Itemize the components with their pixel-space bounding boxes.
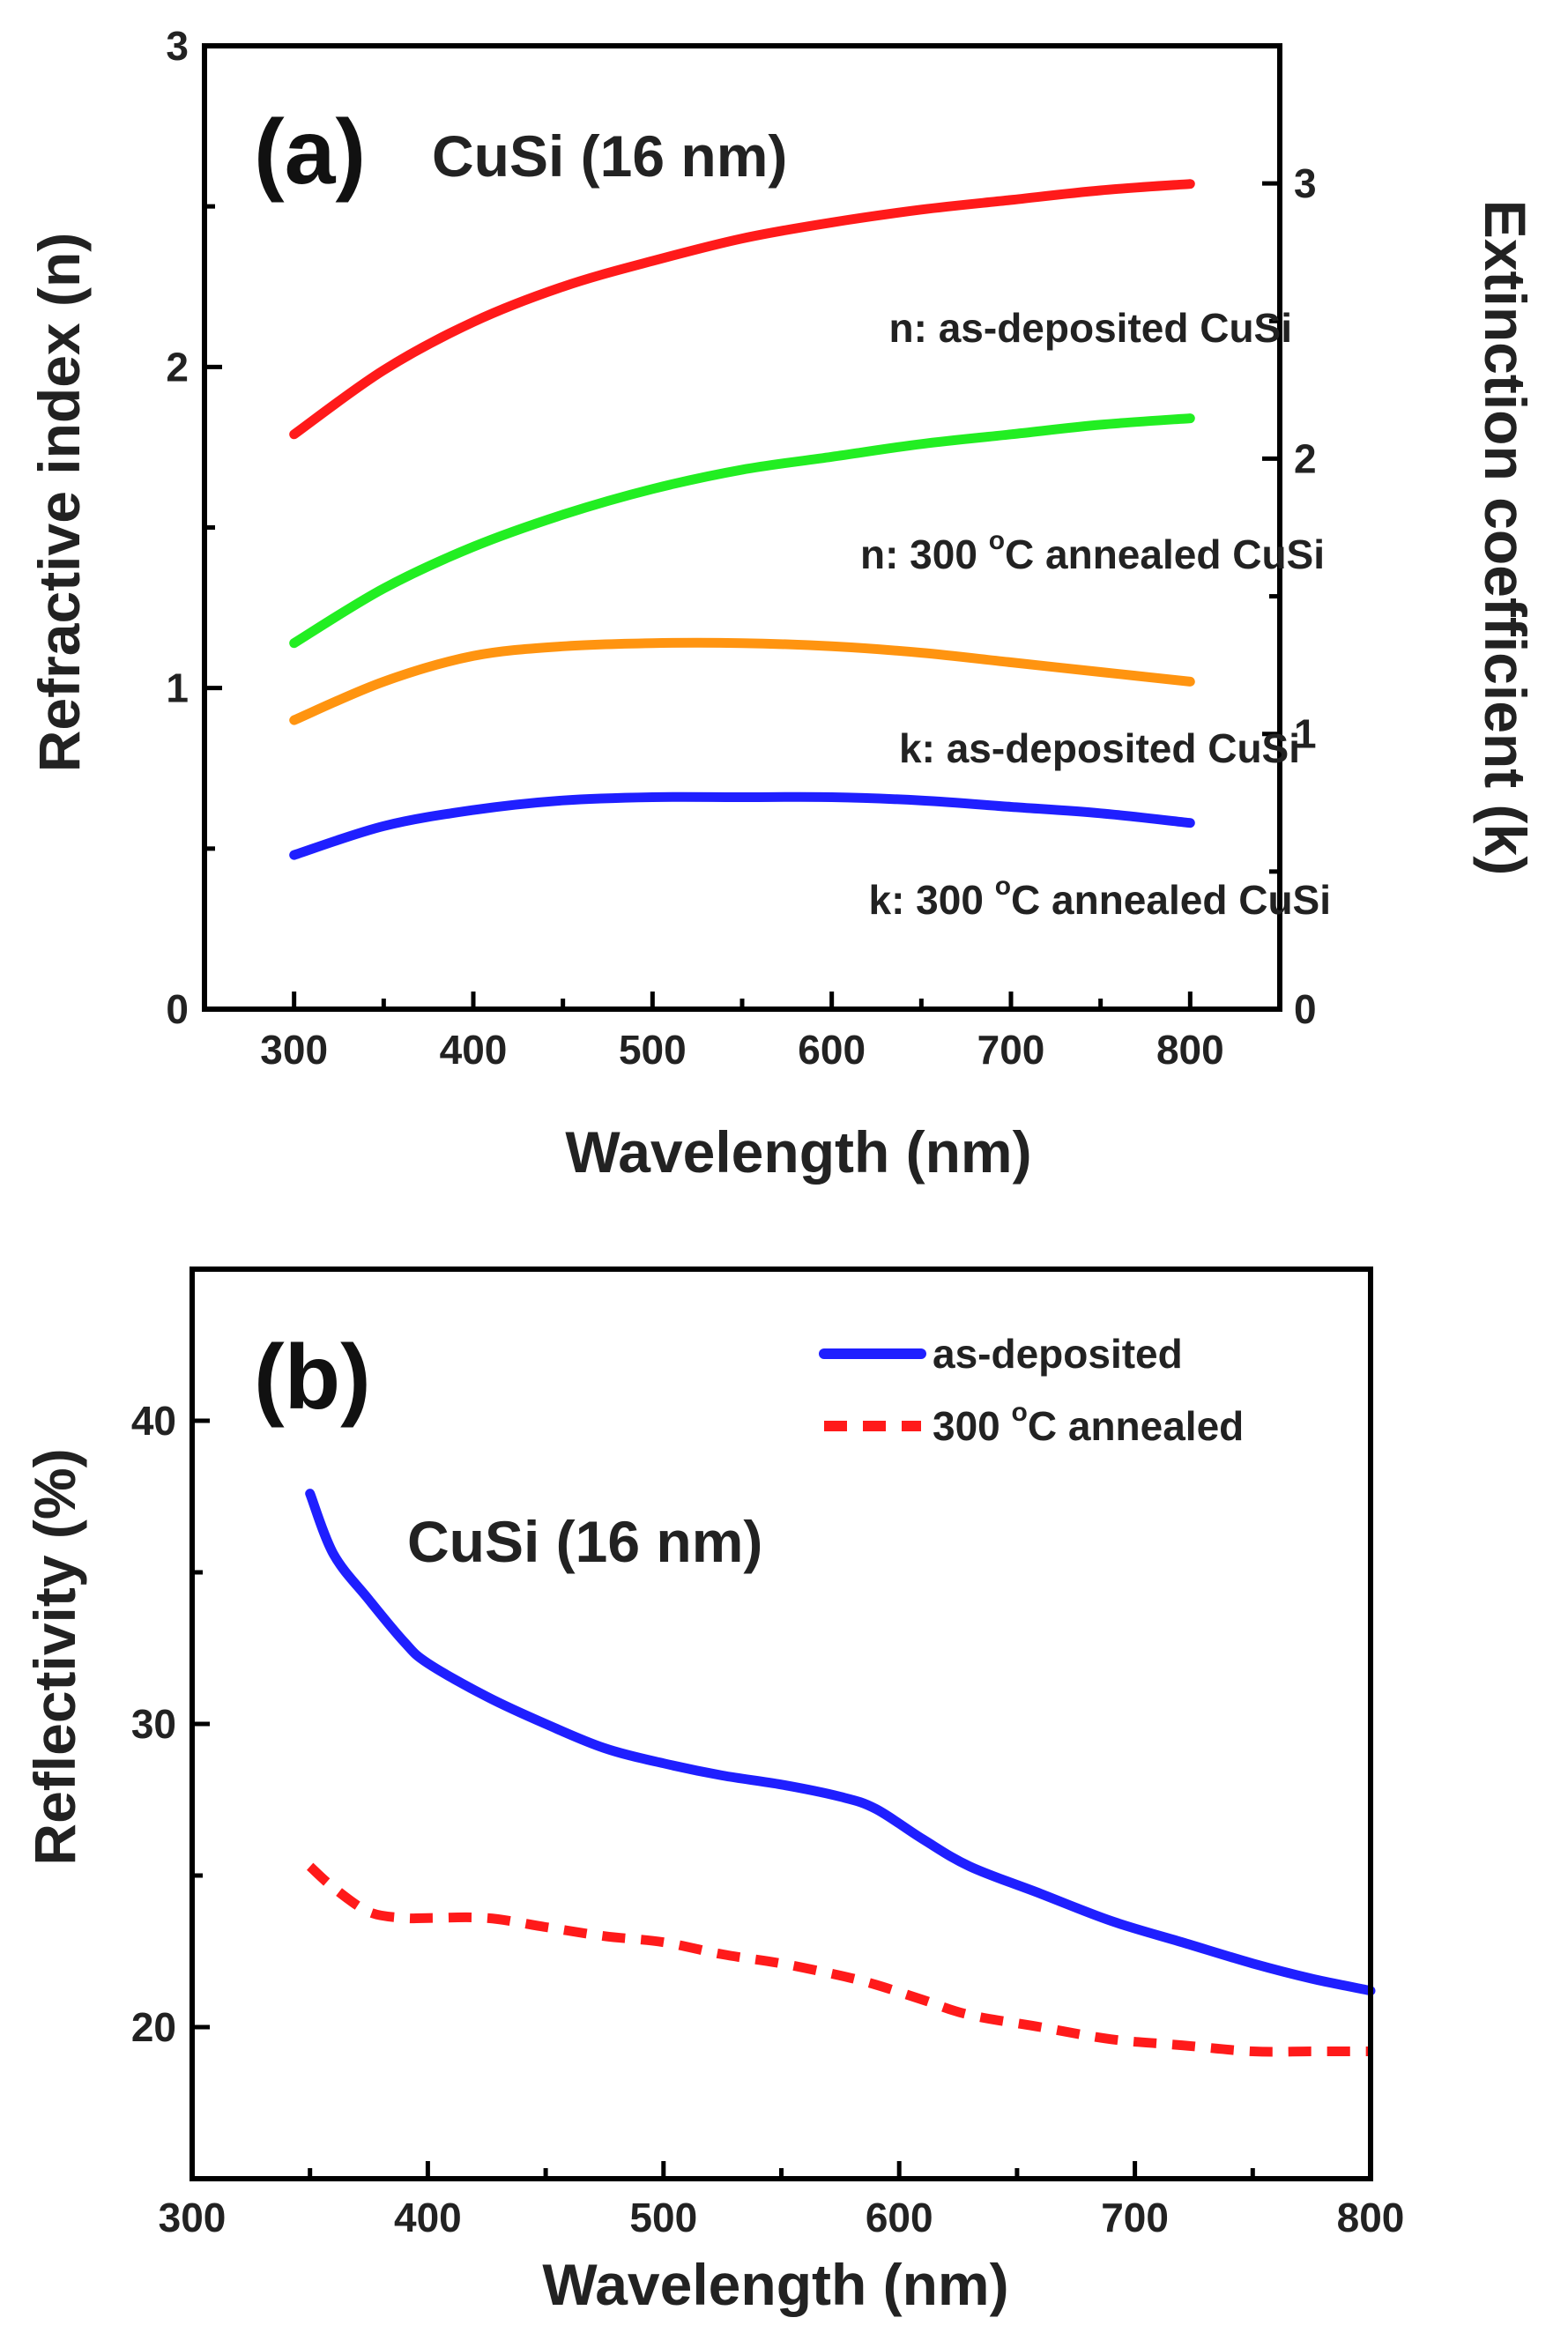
panel-a-x-tick-label: 300	[260, 1027, 328, 1073]
panel-b-sample-label: CuSi (16 nm)	[407, 1509, 762, 1574]
panel-a-ticks	[204, 43, 1280, 1012]
panel-b-y-tick-label: 40	[131, 1398, 176, 1444]
panel-a-y-axis-title: Refractive index (n)	[26, 233, 92, 773]
panel-a-y2-tick-label: 1	[1294, 711, 1317, 757]
series-line-k-as-deposited	[289, 637, 1195, 725]
panel-a-y-tick-label: 2	[166, 344, 189, 390]
legend-label-as-deposited: as-deposited	[933, 1331, 1183, 1377]
series-line-k-annealed	[289, 791, 1195, 860]
panel-a-x-tick-label: 700	[977, 1027, 1045, 1073]
panel-a-y2-tick-label: 0	[1294, 986, 1317, 1032]
series-line-n-as-deposited	[289, 179, 1195, 440]
panel-b-x-tick-label: 800	[1337, 2195, 1405, 2240]
panel-a-y2-tick-label: 2	[1294, 435, 1317, 481]
panel-a-x-tick-label: 800	[1156, 1027, 1224, 1073]
panel-b-x-axis-title: Wavelength (nm)	[542, 2252, 1008, 2317]
panel-a-y2-axis-title: Extinction coefficient (k)	[1473, 200, 1538, 875]
panel-b-chart: 300 400 500 600 700 800 20 30 40 Wavelen…	[22, 1267, 1405, 2317]
panel-b-y-tick-label: 30	[131, 1701, 176, 1747]
panel-a-x-tick-label: 400	[440, 1027, 508, 1073]
panel-a-x-tick-label: 500	[619, 1027, 687, 1073]
annotation-n-annealed: n: 300 oC annealed CuSi	[860, 526, 1325, 577]
panel-a-x-tick-label: 600	[798, 1027, 866, 1073]
panel-b-y-axis-title: Reflectivity (%)	[22, 1448, 87, 1865]
panel-b-x-tick-label: 400	[394, 2195, 462, 2240]
panel-a-x-axis-title: Wavelength (nm)	[565, 1119, 1031, 1185]
annotation-k-annealed: k: 300 oC annealed CuSi	[868, 872, 1331, 923]
panel-a-sample-label: CuSi (16 nm)	[432, 123, 787, 189]
panel-a-tag: (a)	[254, 101, 366, 204]
panel-b-plot-lines	[305, 1489, 1376, 2057]
panel-b-x-tick-label: 600	[866, 2195, 933, 2240]
panel-a-y-tick-label: 0	[166, 986, 189, 1032]
panel-a-y2-tick-label: 3	[1294, 160, 1317, 206]
panel-a-chart: 300 400 500 600 700 800 0 1 2 3 0 1 2 3 …	[26, 23, 1538, 1185]
annotation-k-as-deposited: k: as-deposited CuSi	[899, 725, 1300, 771]
panel-a-y-tick-label: 3	[166, 23, 189, 69]
panel-b-x-tick-label: 300	[159, 2195, 227, 2240]
panel-a-y-tick-label: 1	[166, 665, 189, 711]
series-line-as-deposited	[305, 1489, 1376, 1996]
series-line-annealed	[306, 1862, 1371, 2057]
panel-b-x-tick-label: 500	[629, 2195, 697, 2240]
panel-b-tag: (b)	[254, 1326, 371, 1429]
panel-b-y-tick-label: 20	[131, 2004, 176, 2050]
panel-b-x-tick-label: 700	[1101, 2195, 1169, 2240]
legend-label-annealed: 300 oC annealed	[933, 1398, 1244, 1449]
panel-a-plot-lines	[289, 179, 1195, 860]
annotation-n-as-deposited: n: as-deposited CuSi	[889, 305, 1292, 351]
panel-b-ticks	[189, 1267, 1373, 2181]
series-line-n-annealed	[289, 413, 1195, 649]
